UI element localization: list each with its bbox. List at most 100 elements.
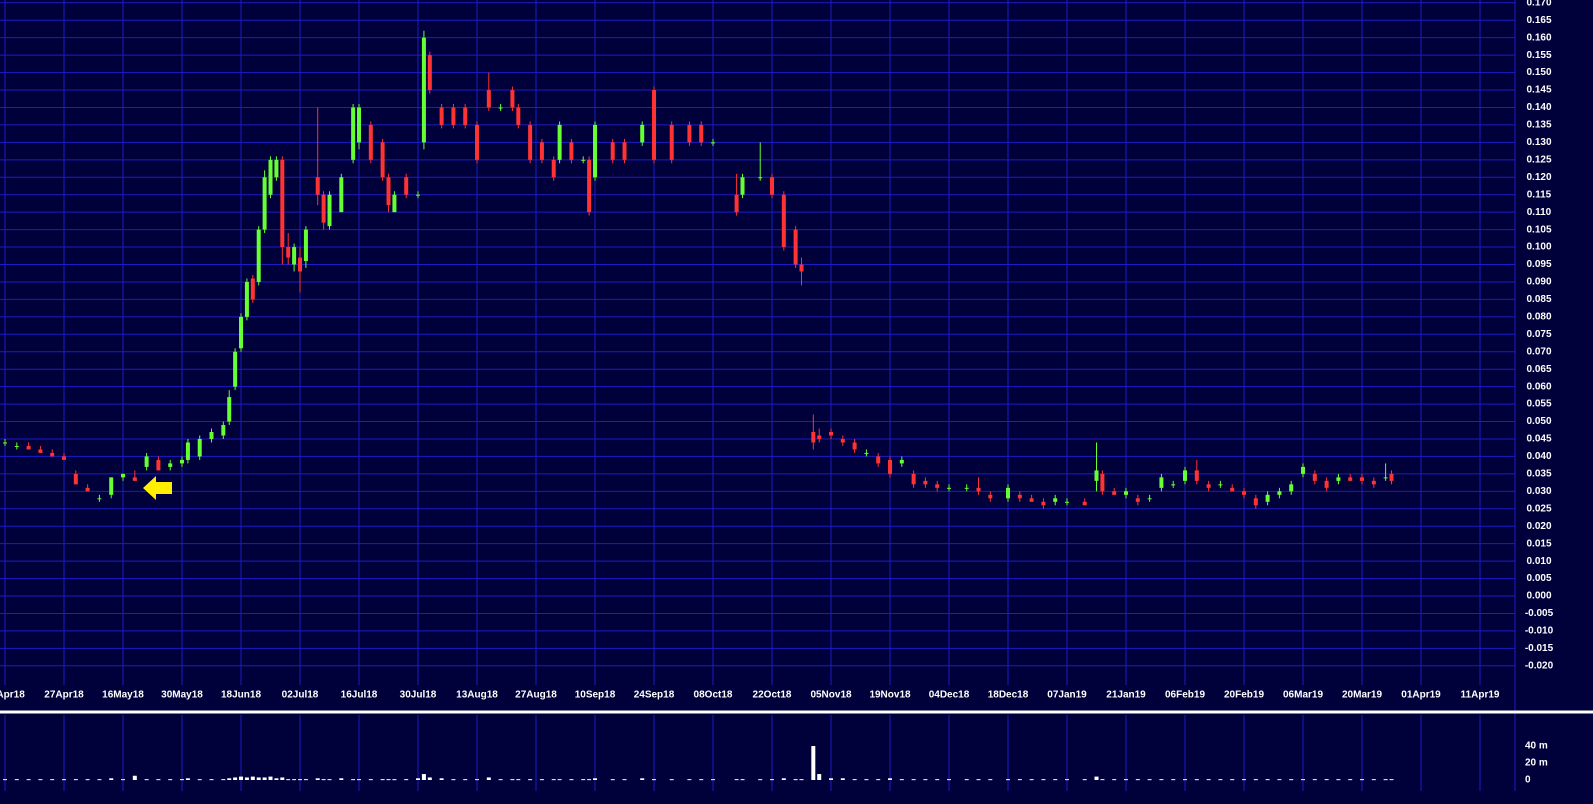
volume-bar <box>947 779 952 781</box>
volume-bar <box>569 779 574 781</box>
candle-body <box>935 484 940 488</box>
candle-body <box>439 107 444 125</box>
candle-body <box>451 107 456 125</box>
candle-body <box>811 432 816 443</box>
candle-body <box>610 142 615 160</box>
x-tick-label: 10Sep18 <box>575 690 616 701</box>
volume-bar <box>1348 779 1353 781</box>
volume-bar <box>1371 779 1376 781</box>
volume-bar <box>486 777 491 780</box>
volume-bar <box>227 778 232 780</box>
volume-bar <box>1183 779 1188 781</box>
volume-bar <box>1135 779 1140 781</box>
volume-bar <box>315 778 320 780</box>
volume-bar <box>416 778 421 780</box>
volume-bar <box>1159 779 1164 781</box>
marks <box>3 30 1394 781</box>
volume-bar <box>1100 779 1105 781</box>
volume-bar <box>652 779 657 781</box>
x-tick-label: 20Mar19 <box>1342 690 1382 701</box>
y-tick-label: 0.115 <box>1527 189 1552 200</box>
candle-body <box>339 177 344 213</box>
candle-body <box>244 281 249 317</box>
volume-bar <box>770 779 775 781</box>
candle-body <box>1348 477 1353 481</box>
volume-bar <box>38 779 43 781</box>
x-tick-label: 19Nov18 <box>869 690 911 701</box>
candle-body <box>303 229 308 262</box>
candle-body <box>421 37 426 143</box>
y-tick-label: 0.105 <box>1526 224 1551 235</box>
volume-bar <box>475 779 480 781</box>
volume-bar <box>1301 779 1306 781</box>
volume-bar <box>793 779 798 781</box>
candle-body <box>699 124 704 143</box>
x-tick-label: 06Mar19 <box>1283 690 1323 701</box>
volume-bar <box>280 777 285 780</box>
candle-body <box>280 159 285 248</box>
volume-bar <box>1082 779 1087 781</box>
y-tick-label: 0.045 <box>1526 434 1551 445</box>
volume-bar <box>551 779 556 781</box>
candle-body <box>1183 470 1188 481</box>
candle-body <box>392 194 397 213</box>
volume-bar <box>180 779 185 781</box>
y-tick-label: 0.130 <box>1526 137 1551 148</box>
volume-bar <box>321 779 326 781</box>
volume-bar <box>988 779 993 781</box>
candle-body <box>1041 501 1046 506</box>
candle-body <box>239 316 244 349</box>
y-tick-label: -0.010 <box>1525 626 1554 637</box>
volume-bar <box>1230 779 1235 781</box>
volume-bar <box>73 779 78 781</box>
volume-bar <box>386 779 391 781</box>
volume-bar <box>256 777 261 780</box>
x-tick-label: 21Jan19 <box>1106 690 1146 701</box>
y-tick-label: 0.140 <box>1526 102 1551 113</box>
volume-bar <box>303 779 308 781</box>
volume-bar <box>1253 779 1258 781</box>
candle-body <box>876 456 881 464</box>
volume-bar <box>935 779 940 781</box>
x-tick-label: 04Dec18 <box>929 690 970 701</box>
y-tick-label: 0.165 <box>1526 15 1551 26</box>
volume-bar <box>516 779 521 781</box>
volume-bar <box>298 779 303 781</box>
volume-bar <box>1336 779 1341 781</box>
volume-bar <box>1017 779 1022 781</box>
candle-body <box>144 456 149 467</box>
candle-body <box>734 194 739 213</box>
volume-bar <box>1029 779 1034 781</box>
candle-body <box>740 177 745 195</box>
y-tick-label: 0.120 <box>1526 172 1551 183</box>
candle-body <box>274 159 279 178</box>
candle-body <box>569 142 574 160</box>
candle-body <box>652 90 657 160</box>
candle-body <box>463 107 468 125</box>
x-tick-label: 20Feb19 <box>1224 690 1264 701</box>
y-tick-label: 0.145 <box>1526 85 1551 96</box>
candle-body <box>315 177 320 195</box>
volume-bar <box>1053 779 1058 781</box>
volume-bar <box>451 779 456 781</box>
candle-body <box>85 487 90 492</box>
volume-bar <box>669 779 674 781</box>
volume-bar <box>239 776 244 780</box>
y-tick-label: 0.155 <box>1526 50 1551 61</box>
x-tick-label: 11Apr19 <box>1461 690 1500 701</box>
x-tick-label: 13Apr18 <box>0 690 25 701</box>
volume-bar <box>817 774 822 780</box>
volume-bar <box>286 779 291 781</box>
x-tick-label: 30Jul18 <box>400 690 437 701</box>
volume-bar <box>197 779 202 781</box>
y-tick-label: 0.090 <box>1526 277 1551 288</box>
volume-tick-label: 20 m <box>1525 758 1548 769</box>
candle-body <box>539 142 544 160</box>
candle-body <box>180 459 185 464</box>
candle-body <box>1100 473 1105 492</box>
y-tick-label: 0.015 <box>1526 538 1551 549</box>
volume-tick-label: 40 m <box>1525 741 1548 752</box>
volume-bar <box>1360 779 1365 781</box>
volume-bar <box>758 779 763 781</box>
